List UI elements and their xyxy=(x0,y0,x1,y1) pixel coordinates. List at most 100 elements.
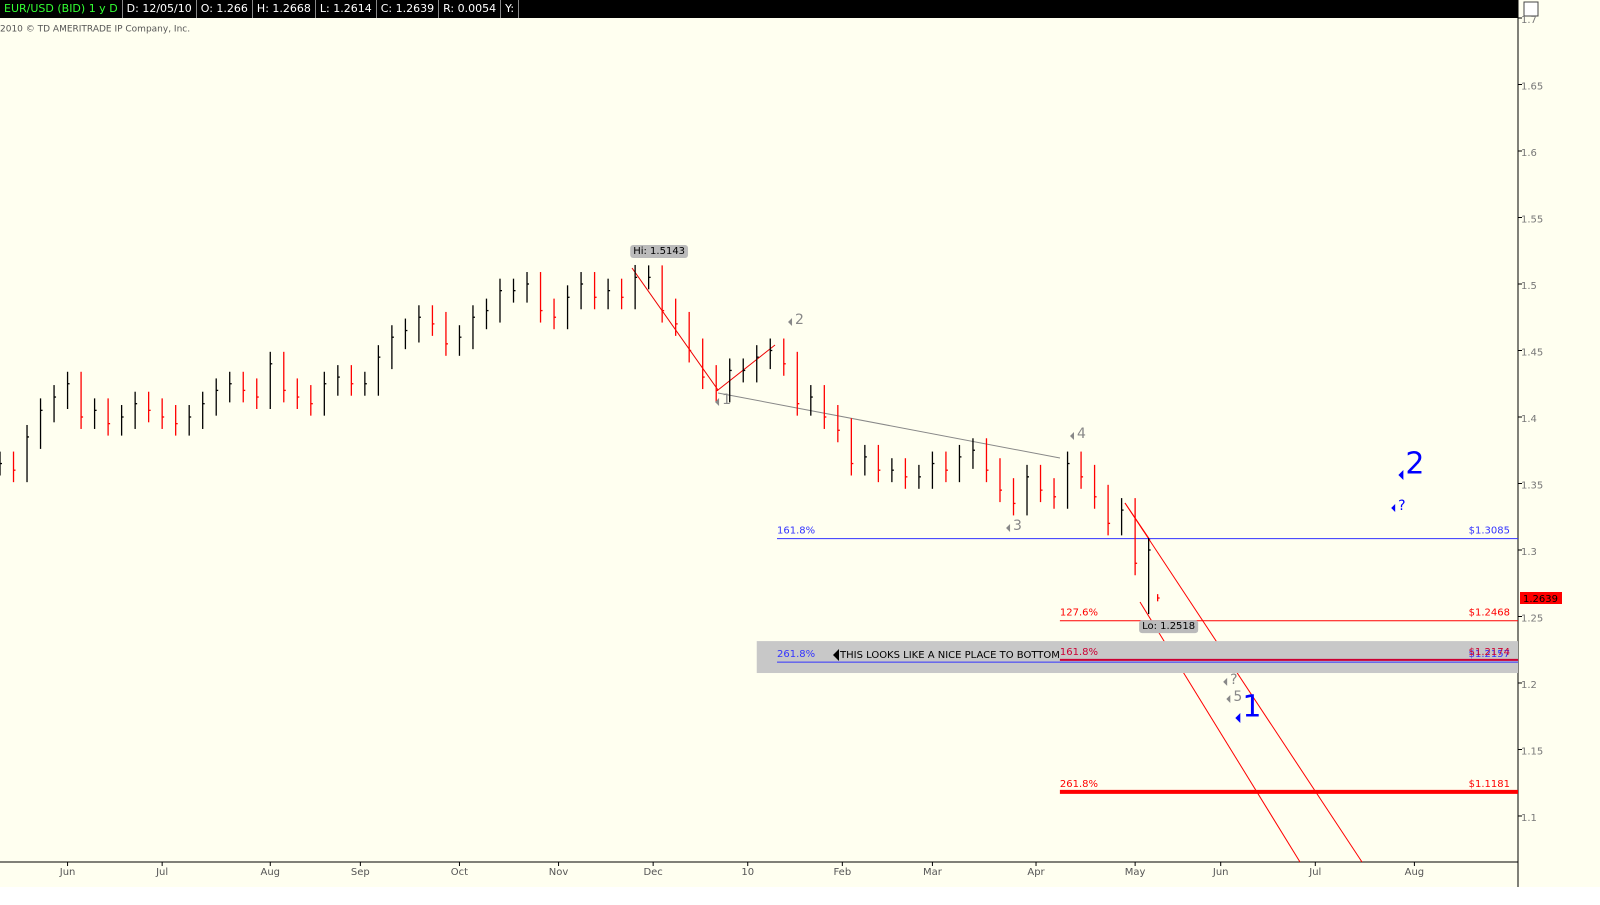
fib-price: $1.3085 xyxy=(1469,526,1510,537)
wave-label: 1 xyxy=(1242,689,1261,724)
ohlc-bar xyxy=(661,265,665,323)
ohlc-bar xyxy=(756,345,759,383)
ohlc-bar xyxy=(175,405,178,436)
wave-marker xyxy=(1391,503,1396,512)
ohlc-bar xyxy=(1134,498,1138,576)
ohlc-bar xyxy=(377,345,381,396)
y-tick-label: 1.35 xyxy=(1521,480,1543,491)
x-tick-label: May xyxy=(1125,867,1146,878)
wave-label: 2 xyxy=(1405,446,1424,481)
ohlc-bar xyxy=(742,358,746,383)
note: THIS LOOKS LIKE A NICE PLACE TO BOTTOM xyxy=(839,650,1060,661)
ohlc-bar xyxy=(1066,451,1070,509)
ohlc-bar xyxy=(391,325,394,370)
wave-label: 2 xyxy=(795,312,804,328)
fib-label: 127.6% xyxy=(1060,608,1098,619)
ohlc-bar xyxy=(485,298,489,330)
x-tick-label: Dec xyxy=(643,867,662,878)
ohlc-bar xyxy=(66,371,70,410)
ohlc-bar xyxy=(1120,498,1124,536)
ohlc-bar xyxy=(823,385,827,429)
ohlc-bar xyxy=(310,385,313,416)
note-arrow xyxy=(833,649,839,662)
ohlc-bar xyxy=(904,458,908,489)
x-tick-label: Sep xyxy=(351,867,370,878)
ohlc-bar xyxy=(323,371,327,416)
fib-price: $1.2157 xyxy=(1469,649,1510,660)
wave-label: 1 xyxy=(722,392,731,408)
ohlc-bar xyxy=(472,305,475,350)
ohlc-bar xyxy=(458,325,462,356)
wave-marker xyxy=(1235,712,1241,723)
wave-label: 5 xyxy=(1233,689,1242,705)
ohlc-bar xyxy=(566,285,570,330)
header-field: EUR/USD (BID) 1 y D xyxy=(0,0,123,18)
x-tick-label: Jun xyxy=(59,867,76,878)
fib-label: 261.8% xyxy=(777,649,815,660)
y-tick-label: 1.3 xyxy=(1521,547,1537,558)
ohlc-bar xyxy=(945,451,948,483)
wave-line xyxy=(717,344,776,391)
y-tick-label: 1.5 xyxy=(1521,281,1537,292)
ohlc-bar xyxy=(350,365,354,396)
copyright: 2010 © TD AMERITRADE IP Company, Inc. xyxy=(0,25,190,35)
fib-price: $1.2468 xyxy=(1469,608,1510,619)
y-tick-label: 1.6 xyxy=(1521,148,1537,159)
y-tick-label: 1.45 xyxy=(1521,347,1543,358)
ohlc-bar xyxy=(553,298,557,330)
ohlc-bar xyxy=(202,391,205,429)
wave-label: ? xyxy=(1230,672,1237,688)
header-bar: EUR/USD (BID) 1 y D D: 12/05/10 O: 1.266 H:… xyxy=(0,0,1518,18)
wave-marker xyxy=(1006,524,1011,533)
ohlc-bar xyxy=(877,444,881,483)
x-tick-label: Jul xyxy=(155,867,168,878)
header-field: D: 12/05/10 xyxy=(123,0,197,18)
ohlc-bar xyxy=(1053,478,1057,509)
ohlc-bar xyxy=(864,444,867,476)
fib-label: 161.8% xyxy=(1060,647,1098,658)
ohlc-bar xyxy=(296,378,300,410)
wave-label: 4 xyxy=(1077,426,1086,442)
ohlc-bar xyxy=(431,305,435,336)
y-tick-label: 1.4 xyxy=(1521,414,1537,425)
ohlc-bar xyxy=(404,318,408,350)
header-field: O: 1.266 xyxy=(197,0,253,18)
last-price-box xyxy=(1520,592,1562,605)
ohlc-bar xyxy=(1147,538,1151,615)
window-button[interactable] xyxy=(1523,1,1539,17)
ohlc-bar xyxy=(418,305,421,343)
ohlc-bar xyxy=(256,378,259,410)
ohlc-bar xyxy=(445,311,448,356)
channel-line xyxy=(1124,502,1363,863)
ohlc-bar xyxy=(999,458,1002,503)
ohlc-bar xyxy=(850,418,854,476)
ohlc-bar xyxy=(337,365,340,396)
price-callout: Hi: 1.5143 xyxy=(633,246,685,257)
wave-marker xyxy=(788,318,793,327)
ohlc-bar xyxy=(1026,464,1030,516)
x-tick-label: Aug xyxy=(261,867,281,878)
y-tick-label: 1.25 xyxy=(1521,613,1543,624)
ohlc-bar xyxy=(634,264,638,310)
ohlc-bar xyxy=(364,371,367,396)
x-tick-label: Mar xyxy=(923,867,943,878)
x-tick-label: 10 xyxy=(741,867,754,878)
ohlc-bar xyxy=(891,458,894,483)
ohlc-bar xyxy=(120,405,124,436)
ohlc-bar xyxy=(580,272,584,310)
channel-line xyxy=(1124,502,1151,541)
ohlc-bar xyxy=(283,351,286,403)
ohlc-bar xyxy=(1156,594,1160,602)
price-callout: Lo: 1.2518 xyxy=(1142,621,1195,632)
ohlc-bar xyxy=(269,351,273,410)
y-tick-label: 1.65 xyxy=(1521,81,1543,92)
x-tick-label: Aug xyxy=(1405,867,1425,878)
wave-label: 3 xyxy=(1013,518,1022,534)
ohlc-bar xyxy=(918,464,921,489)
ohlc-bar xyxy=(837,405,840,443)
fib-label: 261.8% xyxy=(1060,779,1098,790)
ohlc-bar xyxy=(512,278,516,303)
ohlc-bar xyxy=(593,272,597,310)
callout-box xyxy=(630,244,689,258)
